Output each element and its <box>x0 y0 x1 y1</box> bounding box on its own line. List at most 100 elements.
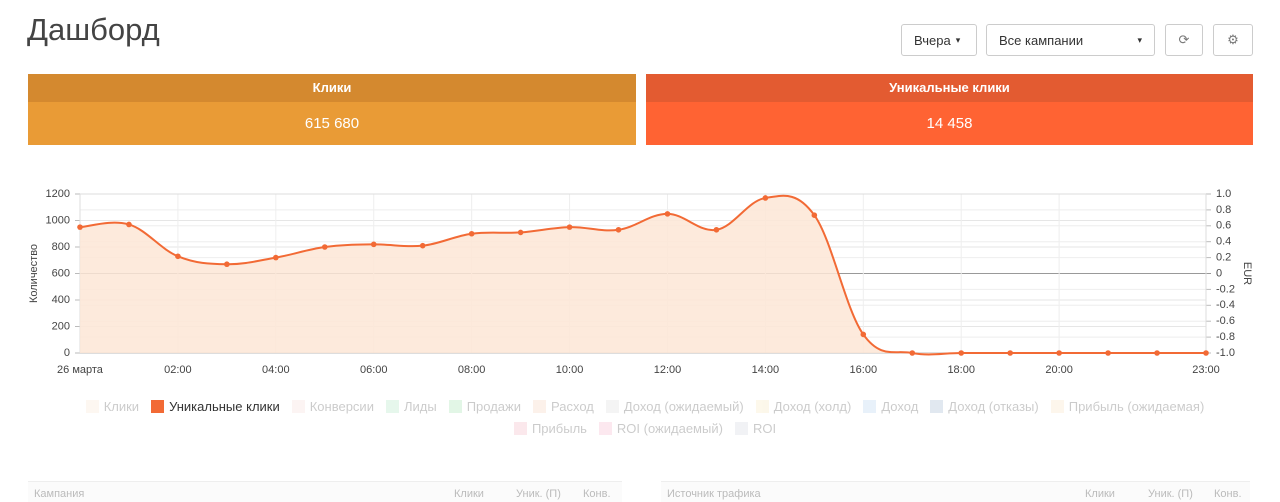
legend-label: Доход (холд) <box>773 398 852 414</box>
refresh-button[interactable]: ⟳ <box>1165 24 1203 56</box>
point <box>77 224 83 230</box>
table-title: Источник трафика <box>667 488 761 500</box>
point <box>615 226 622 233</box>
point <box>1105 350 1111 356</box>
legend-label: Уникальные клики <box>169 398 280 414</box>
legend-label: Расход <box>551 398 594 414</box>
y-tick-label: 600 <box>52 267 70 279</box>
legend-swatch <box>863 399 877 413</box>
legend-item[interactable]: Доход (холд) <box>755 398 852 414</box>
legend-item[interactable]: Доход <box>863 398 918 414</box>
x-tick-label: 02:00 <box>164 364 192 376</box>
x-tick-label: 26 марта <box>57 364 104 376</box>
legend-item[interactable]: Доход (ожидаемый) <box>605 398 744 414</box>
x-tick-label: 23:00 <box>1192 364 1220 376</box>
column-header: Конв. <box>1214 488 1242 500</box>
y2-tick-label: 0.6 <box>1216 220 1231 232</box>
legend-item[interactable]: Расход <box>533 398 594 414</box>
legend: Клики Уникальные клики Конверсии Лиды Продаж… <box>40 398 1250 436</box>
legend-label: Клики <box>103 398 140 414</box>
y2-tick-label: 1.0 <box>1216 188 1231 200</box>
point <box>909 350 916 356</box>
legend-swatch <box>151 399 165 413</box>
x-tick-label: 14:00 <box>752 364 780 376</box>
point <box>1154 350 1160 356</box>
y2-tick-label: -0.6 <box>1216 315 1235 327</box>
legend-swatch <box>598 421 612 435</box>
stat-card: Уникальные клики 14 458 <box>646 74 1253 145</box>
y2-tick-label: 0.2 <box>1216 252 1231 264</box>
legend-item[interactable]: Продажи <box>448 398 521 414</box>
card-value: 14 458 <box>646 102 1253 145</box>
x-tick-label: 08:00 <box>458 364 486 376</box>
y-tick-label: 400 <box>52 294 70 306</box>
point <box>1056 350 1062 356</box>
legend-swatch <box>755 399 769 413</box>
y-tick-label: 200 <box>52 320 70 332</box>
point <box>175 253 181 260</box>
card-value: 615 680 <box>28 102 636 145</box>
legend-label: Прибыль (ожидаемая) <box>1068 398 1205 414</box>
legend-label: Доход <box>881 398 919 414</box>
legend-swatch <box>448 399 462 413</box>
campaign-label: Все кампании <box>999 32 1084 48</box>
settings-button[interactable]: ⚙ <box>1213 24 1253 56</box>
point <box>762 195 769 201</box>
y-tick-label: 1200 <box>46 188 70 200</box>
legend-swatch <box>930 399 944 413</box>
point <box>419 242 426 249</box>
legend-item[interactable]: Лиды <box>385 398 437 414</box>
x-tick-label: 10:00 <box>556 364 584 376</box>
legend-swatch <box>291 399 305 413</box>
legend-swatch <box>513 421 527 435</box>
point <box>811 212 818 218</box>
legend-item[interactable]: Конверсии <box>291 398 374 414</box>
legend-item[interactable]: Уникальные клики <box>151 398 280 414</box>
table-header: Кампания Клики Уник. (П) Конв. <box>28 481 622 502</box>
legend-item[interactable]: Клики <box>85 398 140 414</box>
y2-axis-title: EUR <box>1241 262 1253 285</box>
point <box>370 241 377 248</box>
point <box>517 229 524 236</box>
campaign-select[interactable]: Все кампании ▾ <box>986 24 1155 56</box>
x-tick-label: 16:00 <box>850 364 878 376</box>
legend-label: ROI (ожидаемый) <box>616 420 723 436</box>
legend-swatch <box>385 399 399 413</box>
caret: ▾ <box>955 34 961 45</box>
legend-swatch <box>734 421 748 435</box>
legend-item[interactable]: Прибыль <box>513 420 587 436</box>
table-header: Источник трафика Клики Уник. (П) Конв. <box>661 481 1250 502</box>
legend-label: Прибыль <box>531 420 587 436</box>
y2-tick-label: -0.4 <box>1216 299 1235 311</box>
legend-item[interactable]: Доход (отказы) <box>930 398 1039 414</box>
x-tick-label: 18:00 <box>947 364 975 376</box>
y-axis-title: Количество <box>28 244 40 303</box>
period-select[interactable]: Вчера ▾ <box>901 24 977 56</box>
point <box>860 331 867 338</box>
point <box>713 226 720 233</box>
legend-swatch <box>1050 399 1064 413</box>
legend-label: Продажи <box>466 398 521 414</box>
column-header: Уник. (П) <box>516 488 561 500</box>
point <box>321 244 328 250</box>
card-title: Уникальные клики <box>646 74 1253 102</box>
y-tick-label: 1000 <box>46 214 70 226</box>
legend-swatch <box>533 399 546 413</box>
legend-item[interactable]: ROI (ожидаемый) <box>598 420 723 436</box>
legend-item[interactable]: ROI <box>734 420 777 436</box>
legend-label: ROI <box>752 420 777 436</box>
column-header: Клики <box>1085 488 1115 500</box>
y2-tick-label: 0.4 <box>1216 236 1231 248</box>
legend-label: Конверсии <box>309 398 374 414</box>
legend-label: Доход (ожидаемый) <box>623 398 744 414</box>
y2-tick-label: -0.8 <box>1216 331 1235 343</box>
area-fill <box>80 195 1206 355</box>
legend-swatch <box>605 399 619 413</box>
x-tick-label: 20:00 <box>1045 364 1073 376</box>
legend-item[interactable]: Прибыль (ожидаемая) <box>1050 398 1205 414</box>
point <box>664 211 671 217</box>
column-header: Уник. (П) <box>1148 488 1193 500</box>
point <box>1203 350 1209 356</box>
y2-tick-label: 0 <box>1216 267 1222 279</box>
